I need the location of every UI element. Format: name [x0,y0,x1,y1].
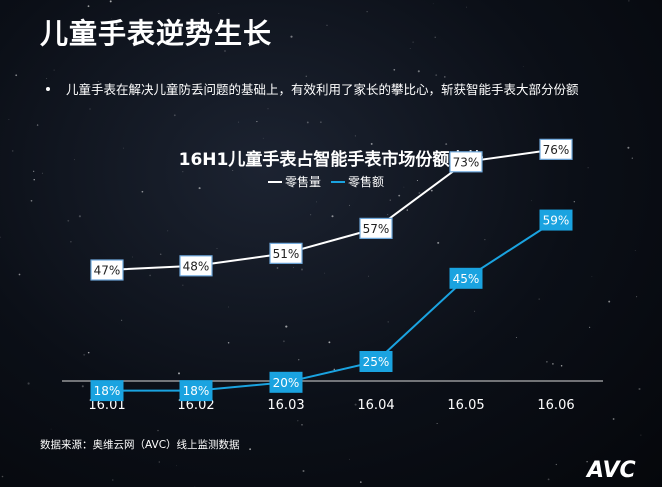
data-label: 18% [179,380,213,402]
x-tick-label: 16.06 [537,398,574,413]
data-label: 48% [179,255,213,277]
legend-swatch-value [331,180,346,183]
data-label-text: 47% [94,263,121,277]
bullet-dot [46,87,50,91]
bullet-text: 儿童手表在解决儿童防丢问题的基础上，有效利用了家长的攀比心，斩获智能手表大部分份… [66,82,579,97]
data-label-text: 73% [453,155,480,169]
legend-label-volume: 零售量 [285,175,322,189]
data-label-box [90,259,124,281]
data-label-text: 18% [183,384,210,398]
x-tick-label: 16.05 [447,398,484,413]
data-label-text: 18% [94,384,121,398]
legend-item-value: 零售额 [331,173,384,190]
data-label-box [539,209,573,231]
data-label-text: 59% [543,214,570,228]
data-label-text: 20% [273,376,300,390]
data-label: 25% [359,351,393,372]
avc-logo-text: AVC [585,458,636,483]
legend-swatch-volume [268,180,282,183]
data-label-text: 57% [363,222,390,236]
data-label-box [359,351,393,372]
x-tick-label: 16.02 [177,398,214,413]
data-label-box [449,267,483,289]
data-label-text: 45% [453,272,480,286]
avc-logo: AVC [585,458,636,483]
data-label-box [269,242,303,264]
page-title: 儿童手表逆势生长 [40,17,273,50]
data-label-text: 51% [273,247,300,261]
x-tick-label: 16.04 [357,398,394,413]
data-label: 59% [539,209,573,231]
data-label-box [179,380,213,402]
data-label: 51% [269,242,303,264]
chart-legend: 零售量 零售额 [268,173,384,190]
series-line-0 [106,148,557,271]
data-label-box [90,380,124,402]
x-tick-label: 16.01 [88,398,125,413]
series-line-1 [107,219,557,392]
x-tick-label: 16.03 [267,398,304,413]
data-source-note: 数据来源：奥维云网（AVC）线上监测数据 [40,439,240,451]
legend-label-value: 零售额 [348,175,385,189]
legend-item-volume: 零售量 [268,173,321,190]
data-label-box [359,217,393,239]
data-label: 57% [359,217,393,239]
chart-title: 16H1儿童手表占智能手表市场份额走势 [178,150,484,170]
data-label-text: 48% [183,259,210,273]
data-label: 45% [449,267,483,289]
data-label-box [269,371,303,393]
data-label-box [539,138,573,160]
data-label: 47% [90,259,124,281]
data-label-box [179,255,213,277]
data-label: 20% [269,371,303,393]
data-label: 73% [449,151,483,173]
data-label: 18% [90,380,124,402]
data-label-text: 76% [543,143,570,157]
data-label-text: 25% [363,355,390,369]
data-label-box [449,151,483,173]
data-label: 76% [539,138,573,160]
